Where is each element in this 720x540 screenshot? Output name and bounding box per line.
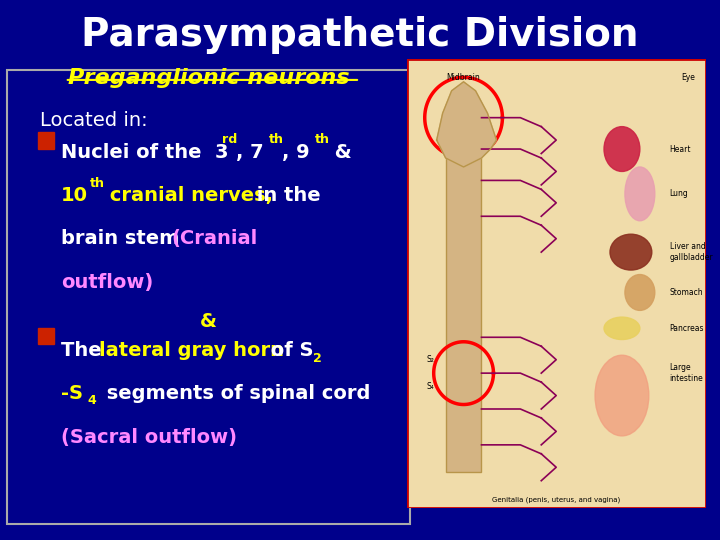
Text: (Sacral outflow): (Sacral outflow) bbox=[61, 428, 237, 447]
Text: Stomach: Stomach bbox=[670, 288, 703, 297]
Text: The: The bbox=[61, 341, 109, 360]
Text: cranial nerves,: cranial nerves, bbox=[103, 186, 273, 205]
Text: lateral gray horn: lateral gray horn bbox=[99, 341, 284, 360]
Text: 4: 4 bbox=[88, 394, 96, 407]
Text: Located in:: Located in: bbox=[40, 111, 147, 130]
Bar bbox=[38, 132, 54, 149]
Polygon shape bbox=[436, 82, 496, 167]
Text: brain stem: brain stem bbox=[61, 230, 186, 248]
Text: Heart: Heart bbox=[670, 145, 691, 153]
Text: Large
intestine: Large intestine bbox=[670, 363, 703, 383]
Text: th: th bbox=[269, 133, 284, 146]
Text: &: & bbox=[200, 312, 217, 330]
Text: outflow): outflow) bbox=[61, 273, 153, 292]
Ellipse shape bbox=[625, 274, 654, 310]
Ellipse shape bbox=[610, 234, 652, 270]
Ellipse shape bbox=[604, 317, 640, 340]
Text: Eye: Eye bbox=[682, 73, 696, 82]
Text: Liver and
gallbladder: Liver and gallbladder bbox=[670, 242, 714, 262]
Text: (Cranial: (Cranial bbox=[171, 230, 258, 248]
Text: segments of spinal cord: segments of spinal cord bbox=[100, 384, 371, 403]
Text: , 9: , 9 bbox=[282, 143, 310, 162]
Bar bbox=[38, 328, 54, 344]
Text: in the: in the bbox=[250, 186, 320, 205]
Text: S₂: S₂ bbox=[427, 355, 435, 364]
Text: Nuclei of the  3: Nuclei of the 3 bbox=[61, 143, 229, 162]
Text: rd: rd bbox=[222, 133, 238, 146]
Text: Parasympathetic Division: Parasympathetic Division bbox=[81, 16, 639, 54]
Text: Preganglionic neurons: Preganglionic neurons bbox=[68, 68, 350, 87]
Text: Midbrain: Midbrain bbox=[446, 73, 480, 82]
Bar bbox=[446, 104, 482, 472]
Text: th: th bbox=[315, 133, 330, 146]
Ellipse shape bbox=[604, 126, 640, 172]
Text: Genitalia (penis, uterus, and vagina): Genitalia (penis, uterus, and vagina) bbox=[492, 497, 621, 503]
Text: , 7: , 7 bbox=[236, 143, 264, 162]
Text: th: th bbox=[90, 177, 105, 190]
Ellipse shape bbox=[625, 167, 654, 221]
Ellipse shape bbox=[595, 355, 649, 436]
Text: 10: 10 bbox=[61, 186, 89, 205]
Text: S₄: S₄ bbox=[427, 382, 435, 391]
FancyBboxPatch shape bbox=[7, 70, 410, 524]
Text: 2: 2 bbox=[313, 352, 322, 365]
Text: of S: of S bbox=[264, 341, 314, 360]
Text: &: & bbox=[328, 143, 351, 162]
Text: Lung: Lung bbox=[670, 190, 688, 198]
Text: Pancreas: Pancreas bbox=[670, 324, 704, 333]
Text: -S: -S bbox=[61, 384, 84, 403]
